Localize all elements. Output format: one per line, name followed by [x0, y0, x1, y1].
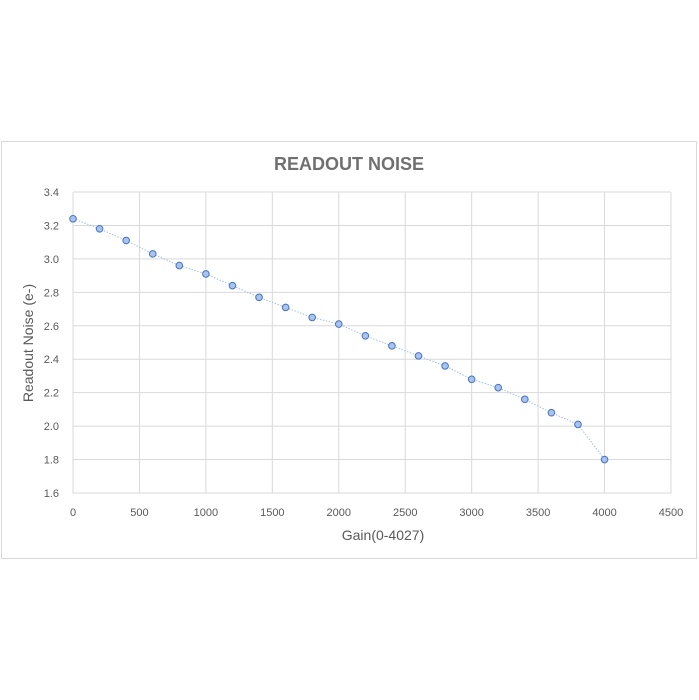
- data-point: [467, 375, 476, 384]
- data-point: [69, 214, 77, 223]
- data-point: [255, 293, 263, 302]
- x-tick-label: 3500: [526, 507, 550, 519]
- y-tick-label: 2.6: [44, 321, 59, 333]
- x-tick-label: 3000: [459, 507, 483, 519]
- data-point: [600, 455, 609, 464]
- data-point: [414, 352, 423, 360]
- data-point: [175, 261, 184, 270]
- data-point: [574, 420, 582, 429]
- data-point: [361, 332, 370, 340]
- y-tick-label: 2.2: [44, 388, 59, 400]
- data-point: [228, 281, 237, 290]
- chart-area: [1, 141, 697, 559]
- y-axis-label: Readout Noise (e-): [20, 284, 36, 402]
- x-tick-label: 1000: [194, 507, 218, 519]
- data-point: [95, 224, 104, 233]
- data-point: [308, 313, 317, 322]
- data-point: [521, 395, 529, 404]
- y-tick-label: 3.2: [44, 220, 59, 232]
- x-tick-label: 500: [130, 507, 148, 519]
- data-point: [388, 342, 396, 350]
- data-point: [334, 320, 343, 328]
- x-tick-label: 2000: [327, 507, 351, 519]
- data-point: [148, 250, 157, 258]
- x-axis-label: Gain(0-4027): [342, 527, 425, 543]
- x-tick-label: 2500: [393, 507, 417, 519]
- data-point: [122, 236, 130, 245]
- y-tick-label: 1.8: [44, 455, 59, 467]
- x-tick-label: 4500: [659, 507, 683, 519]
- data-point: [494, 383, 503, 392]
- data-point: [547, 408, 556, 417]
- data-point: [281, 303, 290, 312]
- y-tick-label: 1.6: [44, 488, 59, 500]
- y-tick-label: 2.0: [44, 421, 59, 433]
- y-tick-label: 3.0: [44, 254, 59, 266]
- chart-title: READOUT NOISE: [274, 154, 424, 174]
- x-tick-label: 4000: [592, 507, 616, 519]
- x-tick-label: 0: [70, 507, 76, 519]
- data-point: [441, 362, 449, 370]
- data-point: [202, 270, 210, 278]
- y-tick-label: 2.4: [44, 354, 59, 366]
- y-tick-label: 2.8: [44, 287, 59, 299]
- y-tick-label: 3.4: [44, 187, 59, 199]
- x-tick-label: 1500: [260, 507, 284, 519]
